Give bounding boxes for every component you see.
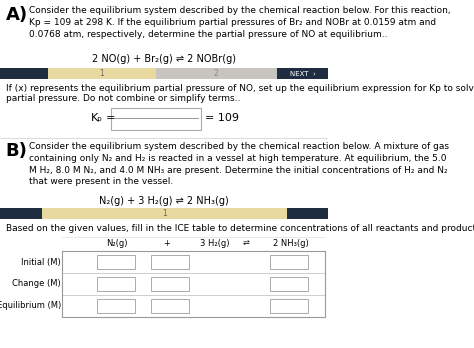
Text: N₂(g): N₂(g) <box>106 239 127 248</box>
Text: ⇌: ⇌ <box>243 239 249 248</box>
Bar <box>270 277 308 291</box>
Bar <box>151 299 189 313</box>
Bar <box>277 68 328 79</box>
Bar <box>48 68 156 79</box>
Bar <box>270 299 308 313</box>
Bar <box>97 277 135 291</box>
Text: partial pressure. Do not combine or simplify terms..: partial pressure. Do not combine or simp… <box>6 94 240 103</box>
Text: 3 H₂(g): 3 H₂(g) <box>200 239 229 248</box>
Text: 2: 2 <box>214 69 219 78</box>
Bar <box>270 255 308 269</box>
Text: 2 NH₃(g): 2 NH₃(g) <box>273 239 309 248</box>
Bar <box>0 208 42 219</box>
Text: NEXT  ›: NEXT › <box>290 71 316 77</box>
Bar <box>111 108 201 130</box>
Text: Consider the equilibrium system described by the chemical reaction below. For th: Consider the equilibrium system describe… <box>29 6 451 39</box>
Text: Based on the given values, fill in the ICE table to determine concentrations of : Based on the given values, fill in the I… <box>6 224 474 233</box>
Text: 2 NO(g) + Br₂(g) ⇌ 2 NOBr(g): 2 NO(g) + Br₂(g) ⇌ 2 NOBr(g) <box>92 54 236 64</box>
Text: =: = <box>106 113 115 123</box>
Text: If (x) represents the equilibrium partial pressure of NO, set up the equilibrium: If (x) represents the equilibrium partia… <box>6 84 474 93</box>
Text: = 109: = 109 <box>205 113 239 123</box>
Text: Kₚ: Kₚ <box>91 113 102 123</box>
Text: Equilibrium (M): Equilibrium (M) <box>0 301 61 310</box>
Bar <box>97 299 135 313</box>
Bar <box>156 68 277 79</box>
Text: +: + <box>163 239 170 248</box>
Bar <box>63 251 325 317</box>
Text: A): A) <box>6 6 27 24</box>
Bar <box>151 277 189 291</box>
Text: B): B) <box>6 142 27 160</box>
Bar <box>0 68 48 79</box>
Bar <box>42 208 287 219</box>
Text: Change (M): Change (M) <box>12 279 61 288</box>
Bar <box>151 255 189 269</box>
Text: 1: 1 <box>162 209 166 218</box>
Bar <box>97 255 135 269</box>
Bar <box>287 208 328 219</box>
Text: Initial (M): Initial (M) <box>21 258 61 267</box>
Text: N₂(g) + 3 H₂(g) ⇌ 2 NH₃(g): N₂(g) + 3 H₂(g) ⇌ 2 NH₃(g) <box>100 196 229 206</box>
Text: 1: 1 <box>100 69 104 78</box>
Text: Consider the equilibrium system described by the chemical reaction below. A mixt: Consider the equilibrium system describe… <box>29 142 449 187</box>
